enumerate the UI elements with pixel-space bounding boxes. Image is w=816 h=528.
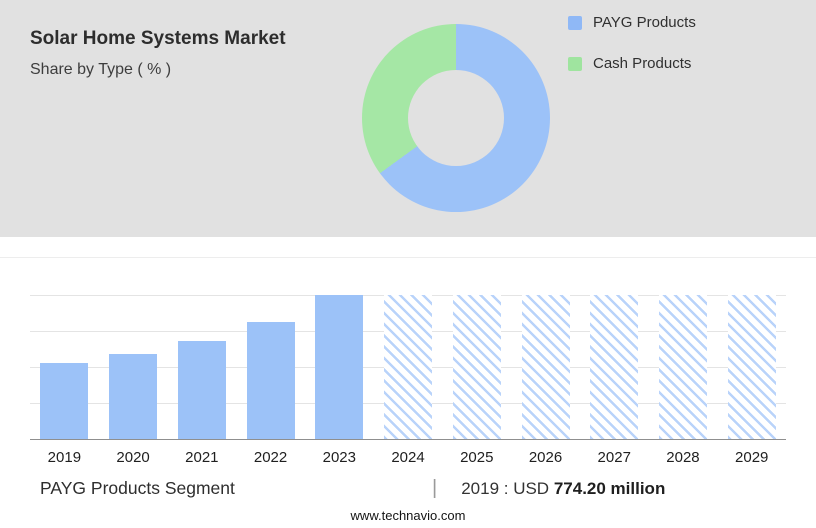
bar-slot-2023 — [305, 295, 374, 439]
bar-slot-2028 — [649, 295, 718, 439]
donut-hole — [408, 70, 504, 166]
bar-slot-2024 — [374, 295, 443, 439]
x-tick-label-2022: 2022 — [253, 449, 288, 466]
segment-value-amount: 774.20 million — [553, 479, 666, 498]
bar-slot-2022 — [236, 295, 305, 439]
segment-value: 2019 : USD 774.20 million — [461, 479, 665, 499]
bar-2026 — [521, 295, 570, 439]
panel-divider — [0, 257, 816, 258]
bar-slot-2020 — [99, 295, 168, 439]
bar-2024 — [384, 295, 433, 439]
bar-2029 — [727, 295, 776, 439]
bar-2022 — [246, 322, 295, 439]
bar-slot-2021 — [167, 295, 236, 439]
x-tick-label-2028: 2028 — [666, 449, 700, 466]
x-tick-label-2021: 2021 — [185, 449, 219, 466]
bar-2019 — [40, 362, 89, 439]
x-tick-label-2029: 2029 — [735, 449, 769, 466]
website-link[interactable]: www.technavio.com — [350, 508, 466, 523]
bar-2020 — [109, 354, 158, 439]
bar-2027 — [590, 295, 639, 439]
x-axis-labels: 2019 2020 2021 2022 2023 2024 2025 2026 2027 2028… — [30, 440, 786, 466]
legend-item-payg-products[interactable]: PAYG Products — [568, 14, 696, 31]
legend-label-payg: PAYG Products — [593, 14, 696, 31]
bar-2021 — [177, 341, 226, 439]
x-tick-label-2027: 2027 — [597, 449, 631, 466]
footer-divider: | — [432, 477, 438, 499]
bar-slot-2026 — [511, 295, 580, 439]
chart-subtitle: Share by Type ( % ) — [30, 61, 172, 78]
legend-label-cash: Cash Products — [593, 55, 692, 72]
bar-2028 — [658, 295, 707, 439]
x-tick-label-2019: 2019 — [47, 449, 82, 466]
x-tick-label-2026: 2026 — [528, 449, 563, 466]
legend-swatch-payg — [568, 15, 582, 30]
title-block: Solar Home Systems Market Share by Type … — [30, 28, 286, 79]
bars-area — [30, 295, 786, 440]
x-tick-label-2020: 2020 — [116, 449, 150, 466]
bar-slot-2019 — [30, 295, 99, 439]
share-by-type-panel: Solar Home Systems Market Share by Type … — [0, 0, 816, 237]
bar-chart: 2019 2020 2021 2022 2023 2024 2025 2026 2027 2028… — [30, 295, 786, 466]
x-tick-label-2025: 2025 — [460, 449, 494, 466]
bar-slot-2029 — [717, 295, 786, 439]
segment-value-prefix: 2019 : USD — [461, 479, 550, 498]
bar-slot-2025 — [442, 295, 511, 439]
x-tick-label-2024: 2024 — [391, 449, 425, 466]
legend-item-cash-products[interactable]: Cash Products — [568, 55, 696, 72]
bar-slot-2027 — [580, 295, 649, 439]
page-title: Solar Home Systems Market — [30, 28, 286, 49]
segment-label: PAYG Products Segment — [40, 478, 235, 498]
legend: PAYG Products Cash Products — [568, 14, 696, 96]
legend-swatch-cash — [568, 56, 582, 71]
footer: PAYG Products Segment | 2019 : USD 774.2… — [40, 477, 780, 500]
donut-chart — [362, 24, 550, 212]
bar-2025 — [452, 295, 501, 439]
bar-2023 — [315, 295, 364, 439]
x-tick-label-2023: 2023 — [322, 449, 356, 466]
